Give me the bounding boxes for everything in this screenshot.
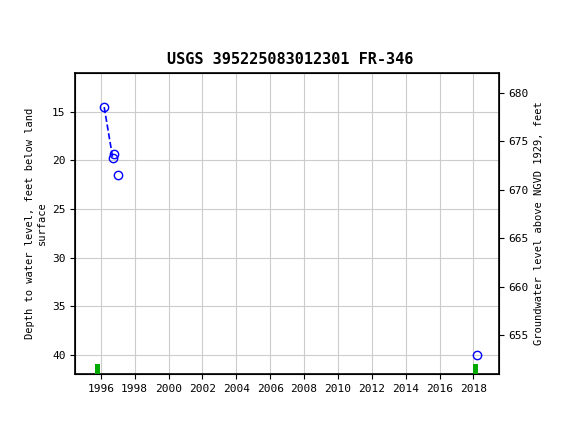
Y-axis label: Depth to water level, feet below land
surface: Depth to water level, feet below land su…	[25, 108, 46, 339]
Text: ▒USGS: ▒USGS	[12, 15, 70, 37]
Bar	[473, 364, 478, 374]
Text: USGS 395225083012301 FR-346: USGS 395225083012301 FR-346	[167, 52, 413, 67]
Y-axis label: Groundwater level above NGVD 1929, feet: Groundwater level above NGVD 1929, feet	[534, 102, 544, 345]
Bar	[95, 364, 100, 374]
